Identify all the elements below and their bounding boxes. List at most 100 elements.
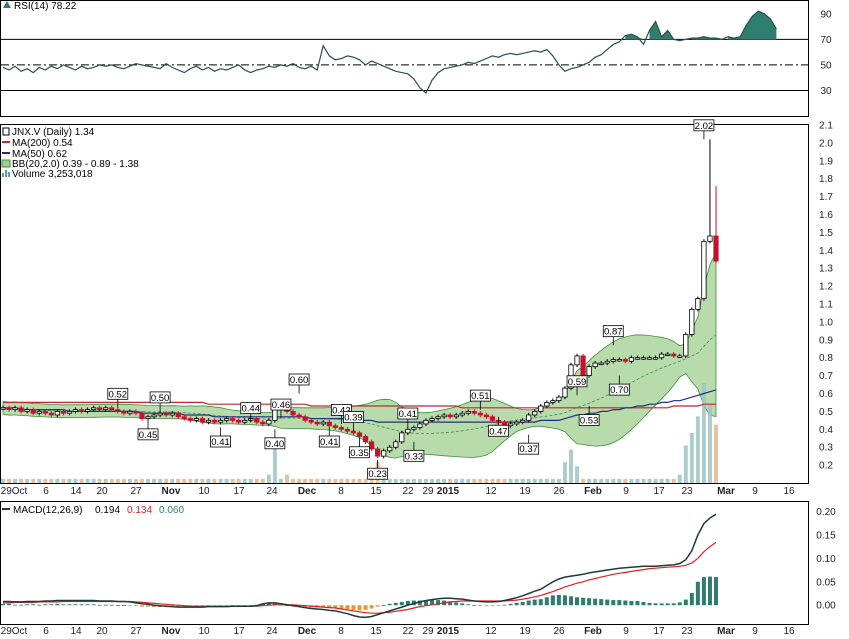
volume-bar — [448, 478, 453, 483]
rsi-overbought-fill — [649, 21, 674, 40]
candle-body — [405, 428, 411, 434]
candle-legend-icon — [2, 127, 10, 136]
volume-bar — [411, 478, 416, 483]
volume-bar — [291, 478, 296, 483]
candle-body — [139, 412, 145, 419]
volume-bar — [339, 478, 344, 483]
candle-body — [91, 407, 97, 411]
volume-bar — [575, 466, 580, 483]
volume-bar — [146, 478, 151, 483]
macd-histogram-bar — [520, 601, 525, 606]
price-tick-label: 1.5 — [819, 228, 833, 239]
callout-box — [488, 424, 509, 437]
volume-bar — [695, 416, 700, 483]
x-tick-label-bottom: 24 — [266, 626, 278, 637]
candle-body — [0, 407, 6, 410]
candle-body — [538, 405, 544, 412]
macd-histogram-bar — [484, 605, 489, 607]
volume-bar — [188, 478, 193, 483]
volume-bar — [351, 478, 356, 483]
callout-label: 0.46 — [272, 400, 291, 411]
macd-tick-label: 0.00 — [816, 601, 836, 612]
price-tick-label: 2.0 — [819, 138, 833, 149]
volume-bar — [170, 478, 175, 483]
candle-body — [592, 362, 598, 368]
volume-bar — [599, 478, 604, 483]
rsi-tick-label: 70 — [820, 35, 832, 46]
candle-body — [628, 357, 635, 362]
candle-body — [314, 421, 320, 425]
macd-histogram-bar — [502, 604, 507, 606]
macd-histogram-bar — [381, 605, 386, 607]
callout-label: 0.41 — [211, 437, 230, 448]
callout-box — [608, 383, 630, 396]
volume-bar — [164, 478, 169, 483]
macd-histogram-bar — [176, 605, 181, 608]
x-tick-label-bottom: Feb — [584, 626, 602, 637]
volume-bar — [502, 478, 507, 483]
candle-body — [296, 414, 302, 418]
volume-bar — [581, 478, 586, 483]
volume-bar — [532, 478, 537, 483]
volume-bar — [248, 478, 253, 483]
volume-bar — [67, 478, 72, 483]
volume-bar — [605, 478, 610, 483]
candle-body — [381, 450, 387, 457]
x-tick-label-bottom: 22 — [402, 626, 414, 637]
candle-body — [489, 416, 496, 421]
x-tick-label: 12 — [485, 486, 497, 497]
callout-box — [240, 402, 262, 415]
volume-legend-label: Volume 3,253,018 — [12, 169, 93, 180]
volume-bar — [629, 478, 634, 483]
macd-histogram-bar — [695, 581, 700, 606]
callout-box — [566, 375, 588, 388]
macd-histogram-bar — [556, 594, 561, 606]
macd-histogram-bar — [339, 605, 344, 609]
x-tick-label: 27 — [130, 486, 142, 497]
macd-histogram-bar — [653, 603, 658, 606]
x-tick-label: 6 — [43, 486, 49, 497]
price-tick-label: 1.8 — [819, 174, 833, 185]
x-tick-label-bottom: 20 — [96, 626, 108, 637]
volume-bar — [158, 478, 163, 483]
candle-body — [616, 359, 622, 362]
price-tick-label: 1.7 — [819, 192, 833, 203]
callout-label: 0.23 — [368, 469, 387, 480]
x-tick-label-bottom: 17 — [653, 626, 665, 637]
candle-body — [18, 407, 24, 412]
price-tick-label: 1.4 — [819, 246, 833, 257]
macd-histogram-bar — [514, 602, 519, 606]
rsi-legend-icon — [3, 1, 11, 8]
macd-histogram-bar — [321, 605, 326, 608]
macd-histogram-bar — [284, 605, 289, 607]
candle-body — [514, 421, 520, 425]
candle-body — [163, 412, 169, 416]
candle-body — [356, 432, 363, 437]
volume-bar — [466, 478, 471, 483]
x-tick-label: 8 — [338, 486, 344, 497]
volume-bar — [587, 478, 592, 483]
candle-body — [175, 412, 181, 418]
volume-bar — [121, 478, 126, 483]
candle-body — [659, 353, 665, 359]
candle-body — [205, 419, 212, 423]
x-tick-label-bottom: Mar — [717, 626, 735, 637]
macd-histogram-bar — [115, 605, 120, 607]
price-tick-label: 1.3 — [819, 264, 833, 275]
macd-histogram-bar — [587, 598, 592, 606]
volume-bar — [478, 478, 483, 483]
candle-body — [338, 427, 344, 430]
candle-body — [362, 436, 369, 443]
candle-body — [387, 446, 393, 452]
volume-bar — [224, 478, 229, 483]
macd-histogram-bar — [605, 599, 610, 606]
volume-bar — [7, 478, 12, 483]
x-tick-label-bottom: 10 — [198, 626, 210, 637]
x-tick-label-bottom: 29Oct — [1, 626, 28, 637]
candle-body — [24, 409, 30, 412]
x-tick-label: Dec — [298, 486, 317, 497]
ma200-legend-label: MA(200) 0.54 — [12, 138, 73, 149]
macd-histogram-bar — [683, 599, 688, 606]
x-tick-label-bottom: 15 — [370, 626, 382, 637]
callout-label: 0.53 — [580, 416, 599, 427]
